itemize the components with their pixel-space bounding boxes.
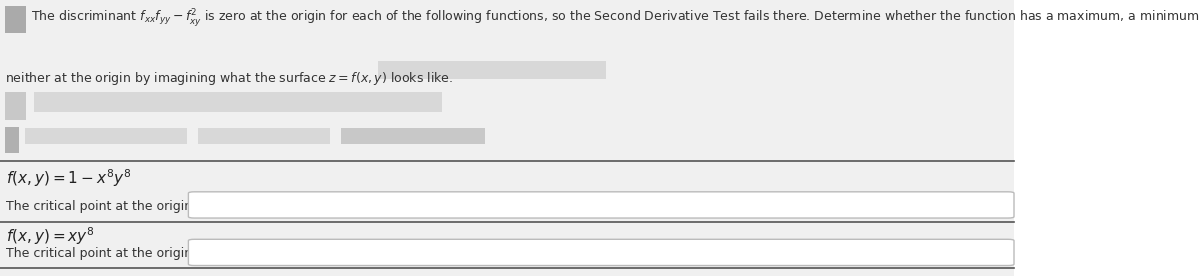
Text: $f(x, y) = 1 - x^8y^8$: $f(x, y) = 1 - x^8y^8$: [6, 167, 131, 189]
Bar: [378, 61, 606, 79]
Text: a local minimum: a local minimum: [204, 243, 314, 256]
Bar: [5, 6, 26, 33]
Text: ∨: ∨: [986, 246, 996, 259]
FancyBboxPatch shape: [188, 239, 1014, 266]
Text: ∨: ∨: [986, 198, 996, 211]
Bar: [198, 128, 330, 144]
Text: The critical point at the origin is:: The critical point at the origin is:: [6, 247, 210, 260]
Bar: [5, 127, 19, 153]
Text: The critical point at the origin is:: The critical point at the origin is:: [6, 200, 210, 213]
Text: a local maximum: a local maximum: [204, 196, 319, 209]
Text: $f(x, y) = xy^8$: $f(x, y) = xy^8$: [6, 225, 95, 247]
Bar: [25, 128, 187, 144]
Text: The discriminant $f_{xx}f_{yy} - f_{xy}^2$ is zero at the origin for each of the: The discriminant $f_{xx}f_{yy} - f_{xy}^…: [31, 7, 1200, 29]
FancyBboxPatch shape: [188, 192, 1014, 218]
Bar: [1014, 0, 1200, 276]
Text: neither at the origin by imagining what the surface $z = f(x, y)$ looks like.: neither at the origin by imagining what …: [5, 70, 452, 87]
Bar: [341, 128, 485, 144]
Bar: [5, 92, 26, 120]
Bar: [34, 92, 442, 112]
